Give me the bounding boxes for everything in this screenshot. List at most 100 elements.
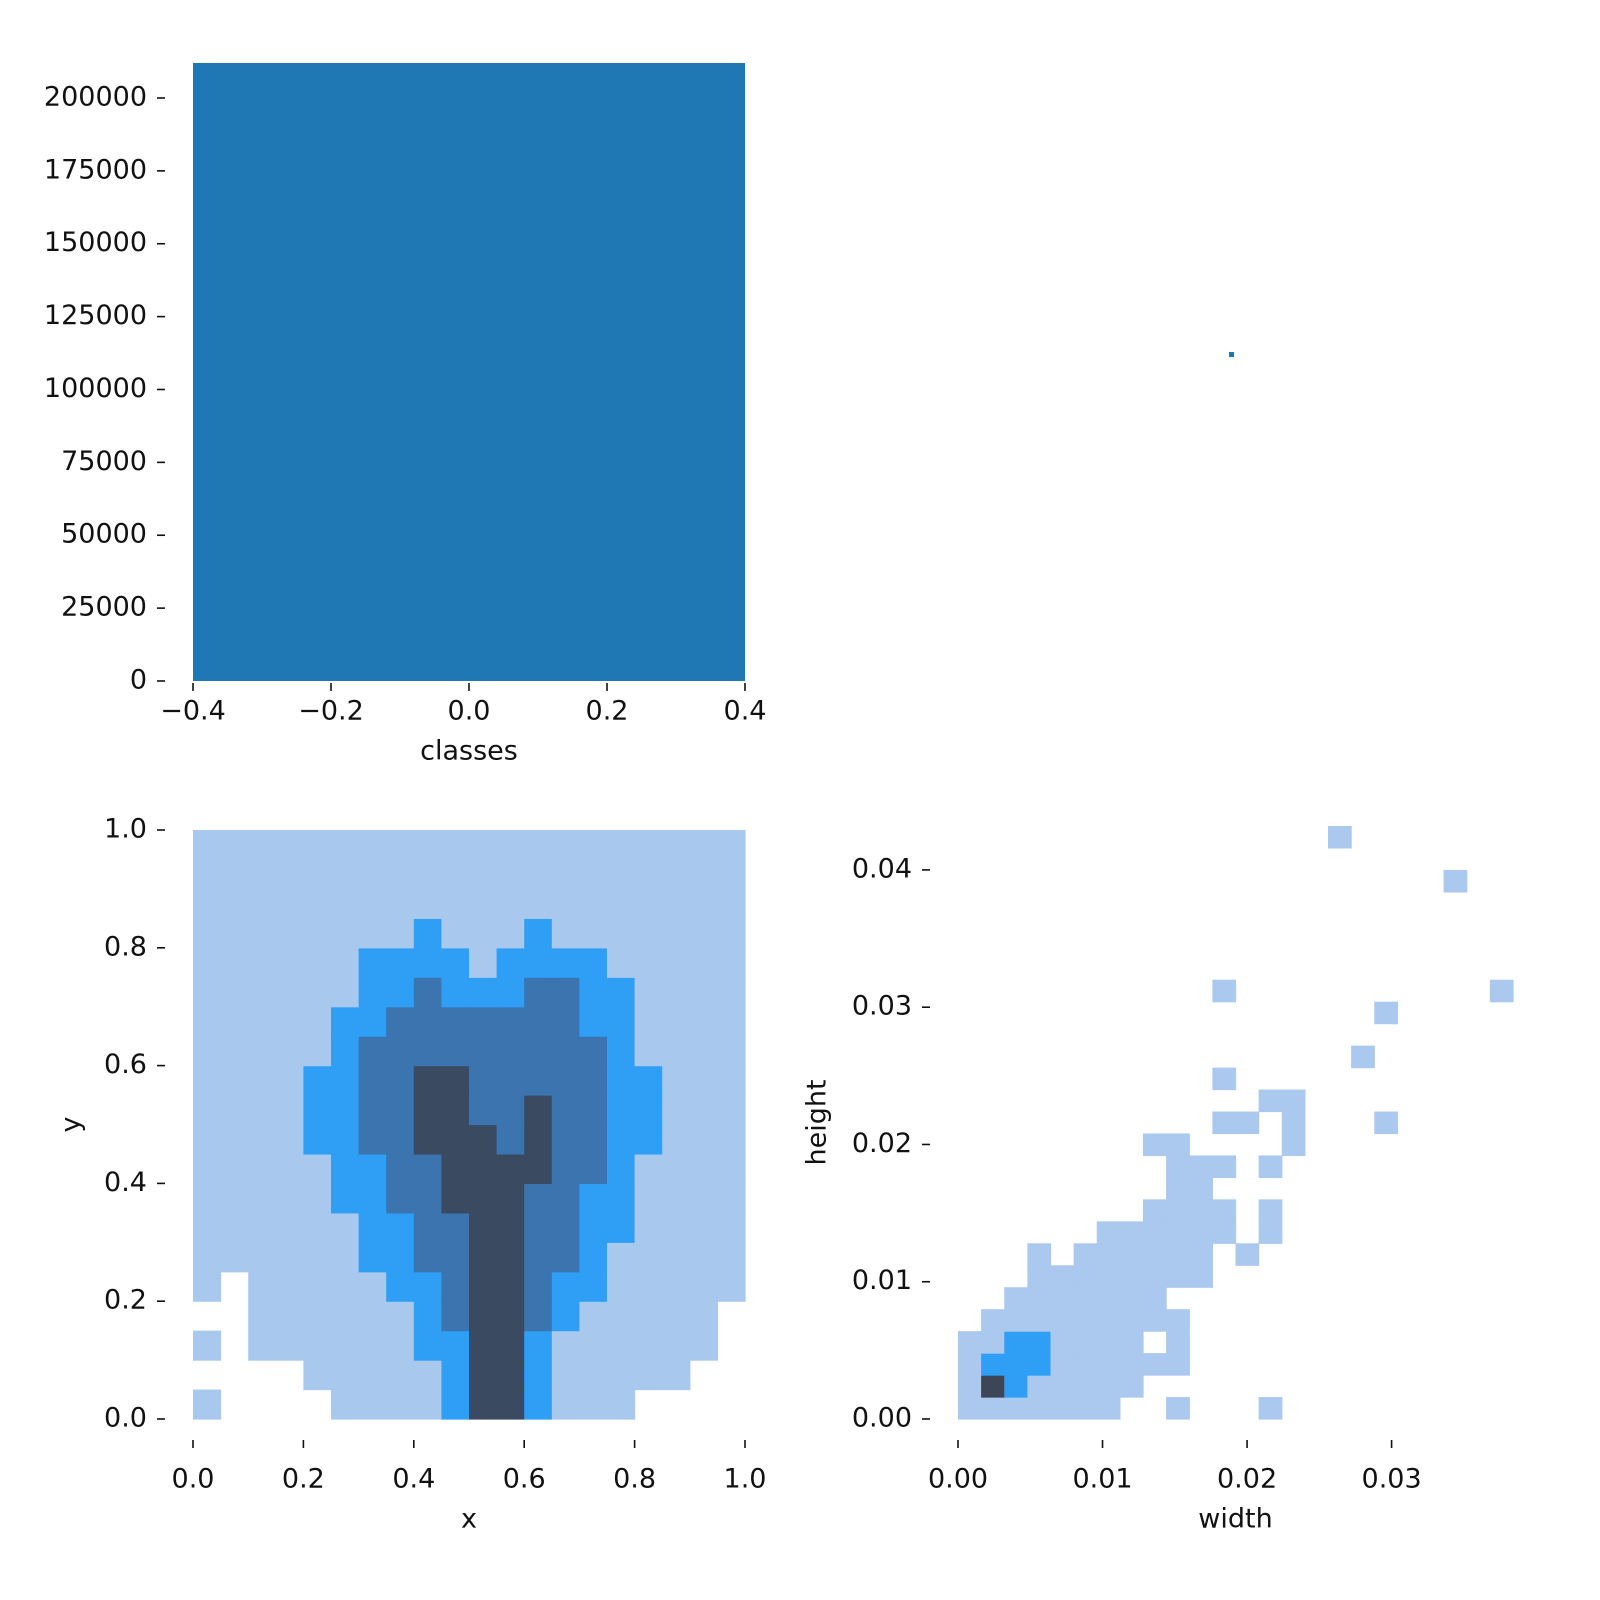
heatmap-cell — [303, 1124, 332, 1155]
heatmap-cell — [303, 1212, 332, 1243]
heatmap-cell — [358, 1124, 387, 1155]
heatmap-cell — [469, 1301, 498, 1332]
heatmap-cell — [1374, 1111, 1398, 1135]
heatmap-cell — [248, 977, 277, 1008]
heatmap-cell — [331, 1271, 360, 1302]
y-tick-label: 0.04 — [852, 853, 912, 884]
x-tick-label: 0.0 — [448, 696, 491, 727]
heatmap-cell — [579, 1330, 608, 1361]
heatmap-cell — [1166, 1199, 1190, 1222]
heatmap-cell — [579, 1095, 608, 1126]
heatmap-cell — [524, 1330, 553, 1361]
heatmap-cell — [717, 977, 746, 1008]
heatmap-cell — [303, 1006, 332, 1037]
heatmap-cell — [662, 977, 691, 1008]
heatmap-cell — [1096, 1397, 1121, 1420]
heatmap-cell — [717, 830, 746, 861]
heatmap-cell — [1166, 1155, 1190, 1179]
x-tick-label: 0.2 — [586, 696, 629, 727]
x-tick-label: 0.8 — [613, 1464, 656, 1495]
heatmap-cell — [662, 918, 691, 949]
heatmap-cell — [1189, 1155, 1213, 1179]
heatmap-cell — [634, 1095, 663, 1126]
heatmap-cell — [331, 830, 360, 861]
heatmap-cell — [717, 918, 746, 949]
heatmap-cell — [1258, 1221, 1283, 1244]
heatmap-cell — [1096, 1287, 1121, 1310]
heatmap-cell — [441, 947, 470, 978]
heatmap-cell — [1073, 1243, 1098, 1266]
heatmap-cell — [441, 1301, 470, 1332]
heatmap-cell — [331, 1183, 360, 1214]
heatmap-cell — [303, 830, 332, 861]
heatmap-cell — [607, 888, 636, 919]
heatmap-cell — [607, 1360, 636, 1391]
heatmap-cell — [1143, 1287, 1167, 1310]
y-tick-label: 0.00 — [852, 1403, 912, 1434]
heatmap-cell — [551, 1360, 580, 1391]
heatmap-cell — [496, 947, 525, 978]
heatmap-cell — [413, 1036, 442, 1067]
heatmap-cell — [689, 947, 718, 978]
heatmap-cell — [1050, 1309, 1075, 1332]
heatmap-cell — [634, 830, 663, 861]
heatmap-cell — [524, 1036, 553, 1067]
y-tick-label: 0.03 — [852, 991, 912, 1022]
heatmap-cell — [1119, 1375, 1144, 1398]
heatmap-cell — [662, 1271, 691, 1302]
heatmap-cell — [331, 1036, 360, 1067]
heatmap-cell — [275, 1183, 304, 1214]
heatmap-cell — [634, 1036, 663, 1067]
y-tick-label: 0.4 — [104, 1167, 147, 1198]
heatmap-cell — [358, 1065, 387, 1096]
heatmap-cell — [469, 1006, 498, 1037]
heatmap-cell — [496, 1212, 525, 1243]
heatmap-cell — [1189, 1177, 1213, 1200]
heatmap-cell — [1166, 1265, 1190, 1288]
heatmap-cell — [248, 859, 277, 890]
heatmap-cell — [303, 1065, 332, 1096]
heatmap-cell — [689, 1006, 718, 1037]
heatmap-cell — [1166, 1353, 1190, 1376]
heatmap-cell — [386, 1242, 415, 1273]
heatmap-cell — [496, 1065, 525, 1096]
heatmap-cell — [303, 1153, 332, 1184]
heatmap-cell — [1166, 1221, 1190, 1244]
heatmap-cell — [275, 1036, 304, 1067]
heatmap-cell — [551, 859, 580, 890]
heatmap-cell — [413, 830, 442, 861]
heatmap-cell — [331, 1124, 360, 1155]
heatmap-cell — [275, 1153, 304, 1184]
heatmap-cell — [220, 1095, 249, 1126]
heatmap-cell — [413, 1095, 442, 1126]
x-tick-label: −0.4 — [160, 696, 226, 727]
heatmap-cell — [441, 888, 470, 919]
heatmap-cell — [248, 888, 277, 919]
heatmap-cell — [358, 1095, 387, 1126]
heatmap-cell — [358, 859, 387, 890]
heatmap-cell — [524, 1065, 553, 1096]
heatmap-cell — [1027, 1353, 1052, 1376]
heatmap-cell — [717, 1242, 746, 1273]
heatmap-cell — [303, 1183, 332, 1214]
heatmap-cell — [579, 1301, 608, 1332]
heatmap-cell — [386, 1330, 415, 1361]
heatmap-cell — [220, 1065, 249, 1096]
heatmap-cell — [551, 1006, 580, 1037]
heatmap-cell — [1119, 1221, 1144, 1244]
heatmap-cell — [689, 1271, 718, 1302]
heatmap-cell — [689, 1065, 718, 1096]
box-overlay — [1229, 352, 1234, 357]
heatmap-cell — [1258, 1199, 1283, 1222]
heatmap-cell — [248, 918, 277, 949]
heatmap-cell — [717, 1036, 746, 1067]
x-tick-label: 0.00 — [928, 1464, 988, 1495]
heatmap-cell — [331, 888, 360, 919]
heatmap-cell — [496, 1006, 525, 1037]
heatmap-cell — [662, 1006, 691, 1037]
heatmap-cell — [1143, 1243, 1167, 1266]
heatmap-cell — [524, 1006, 553, 1037]
heatmap-cell — [1027, 1287, 1052, 1310]
heatmap-cell — [1119, 1243, 1144, 1266]
heatmap-cell — [413, 947, 442, 978]
